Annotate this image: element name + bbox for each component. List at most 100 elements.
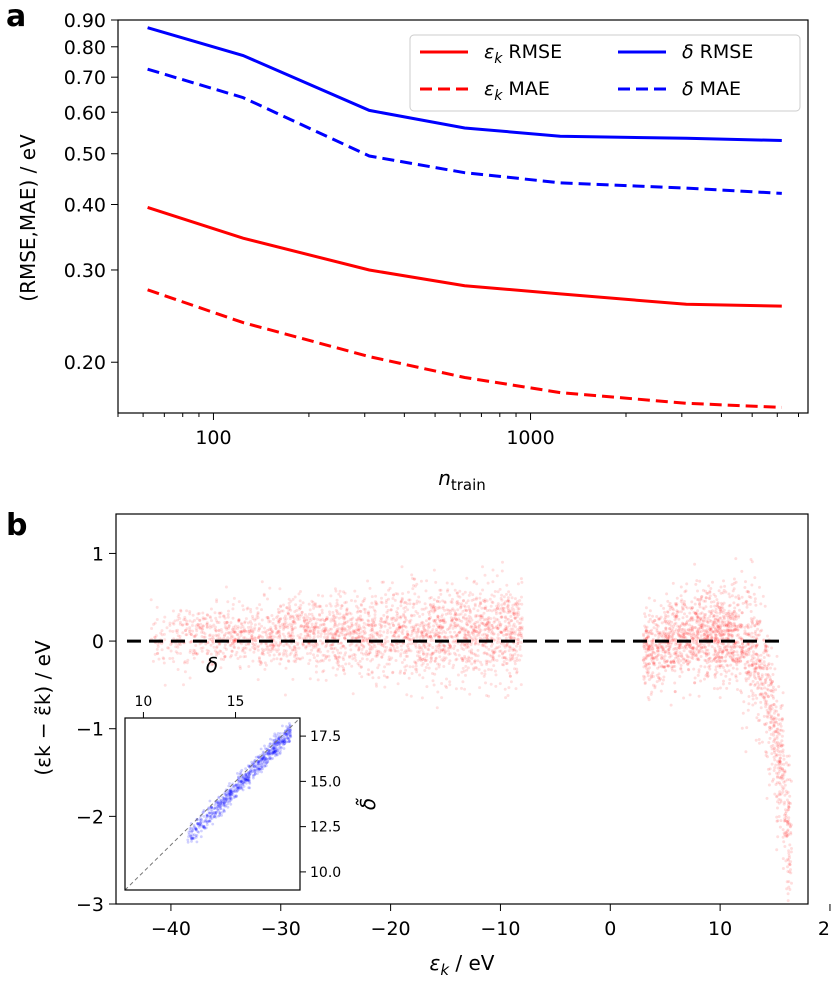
scatter-point bbox=[755, 696, 759, 700]
scatter-point bbox=[495, 604, 499, 608]
panel-a-x-axis-label: ntrain bbox=[438, 466, 486, 494]
scatter-point bbox=[204, 642, 208, 646]
scatter-point bbox=[436, 690, 440, 694]
scatter-point bbox=[276, 631, 280, 634]
scatter-point bbox=[210, 636, 214, 640]
scatter-point bbox=[776, 766, 780, 770]
scatter-point bbox=[231, 630, 235, 634]
scatter-point bbox=[724, 655, 727, 659]
scatter-point bbox=[406, 654, 409, 658]
scatter-point bbox=[693, 681, 697, 685]
scatter-point bbox=[451, 635, 454, 639]
scatter-point bbox=[443, 635, 447, 639]
scatter-point bbox=[414, 623, 418, 627]
scatter-point bbox=[282, 603, 285, 607]
scatter-point bbox=[779, 819, 783, 823]
scatter-point bbox=[419, 630, 423, 634]
scatter-point bbox=[777, 801, 781, 805]
scatter-point bbox=[510, 632, 514, 635]
inset-point bbox=[214, 815, 218, 819]
scatter-point bbox=[455, 591, 459, 595]
scatter-point bbox=[398, 625, 402, 629]
scatter-point bbox=[418, 600, 421, 604]
scatter-point bbox=[385, 675, 389, 679]
scatter-point bbox=[750, 619, 754, 623]
scatter-point bbox=[413, 577, 417, 581]
scatter-point bbox=[695, 615, 699, 619]
scatter-point bbox=[209, 638, 213, 642]
scatter-point bbox=[507, 600, 511, 604]
scatter-point bbox=[486, 627, 490, 630]
scatter-point bbox=[709, 612, 713, 616]
scatter-point bbox=[371, 676, 375, 680]
scatter-point bbox=[518, 645, 522, 649]
scatter-point bbox=[494, 673, 498, 677]
scatter-point bbox=[201, 611, 205, 615]
scatter-point bbox=[357, 628, 361, 632]
scatter-point bbox=[265, 615, 269, 619]
scatter-point bbox=[208, 615, 212, 619]
scatter-point bbox=[153, 652, 157, 656]
scatter-point bbox=[171, 630, 175, 633]
scatter-point bbox=[774, 730, 778, 734]
scatter-point bbox=[384, 593, 388, 597]
scatter-point bbox=[447, 652, 451, 656]
scatter-point bbox=[520, 616, 524, 620]
scatter-point bbox=[677, 629, 681, 633]
scatter-point bbox=[496, 606, 499, 610]
scatter-point bbox=[452, 647, 456, 650]
scatter-point bbox=[487, 625, 491, 629]
scatter-point bbox=[277, 620, 281, 624]
panel-b-x-axis-label: εk / eV bbox=[430, 951, 495, 979]
scatter-point bbox=[294, 651, 298, 655]
scatter-point bbox=[492, 650, 496, 654]
scatter-point bbox=[513, 648, 517, 652]
scatter-point bbox=[704, 652, 708, 656]
scatter-point bbox=[660, 682, 664, 686]
scatter-point bbox=[285, 642, 289, 646]
scatter-point bbox=[477, 624, 481, 628]
scatter-point bbox=[520, 636, 524, 639]
scatter-point bbox=[193, 618, 196, 622]
scatter-point bbox=[504, 625, 508, 628]
scatter-point bbox=[312, 653, 315, 657]
scatter-point bbox=[371, 629, 375, 633]
scatter-point bbox=[308, 616, 312, 620]
scatter-point bbox=[461, 659, 465, 663]
scatter-point bbox=[278, 631, 282, 635]
scatter-point bbox=[430, 636, 434, 640]
scatter-point bbox=[303, 613, 307, 617]
scatter-point bbox=[286, 632, 290, 636]
scatter-point bbox=[401, 628, 405, 632]
scatter-point bbox=[347, 627, 351, 631]
scatter-point bbox=[228, 643, 232, 647]
scatter-point bbox=[512, 648, 516, 652]
scatter-point bbox=[329, 594, 333, 598]
scatter-point bbox=[324, 617, 328, 621]
scatter-point bbox=[312, 628, 316, 632]
scatter-point bbox=[488, 608, 492, 612]
scatter-point bbox=[782, 754, 786, 758]
scatter-point bbox=[499, 611, 503, 615]
scatter-point bbox=[391, 671, 395, 675]
scatter-point bbox=[238, 667, 242, 670]
scatter-point bbox=[190, 624, 194, 627]
scatter-point bbox=[277, 653, 281, 657]
scatter-point bbox=[208, 633, 212, 637]
scatter-point bbox=[329, 643, 333, 647]
scatter-point bbox=[685, 615, 689, 618]
scatter-point bbox=[421, 612, 425, 616]
scatter-point bbox=[407, 598, 411, 602]
scatter-point bbox=[213, 627, 217, 631]
scatter-point bbox=[429, 634, 433, 638]
scatter-point bbox=[403, 665, 407, 669]
scatter-point bbox=[162, 657, 166, 661]
scatter-point bbox=[384, 605, 388, 609]
scatter-point bbox=[394, 630, 397, 634]
scatter-point bbox=[387, 655, 391, 659]
scatter-point bbox=[308, 608, 312, 612]
scatter-point bbox=[708, 656, 712, 660]
scatter-point bbox=[279, 604, 283, 608]
scatter-point bbox=[288, 615, 292, 619]
scatter-point bbox=[735, 667, 739, 671]
